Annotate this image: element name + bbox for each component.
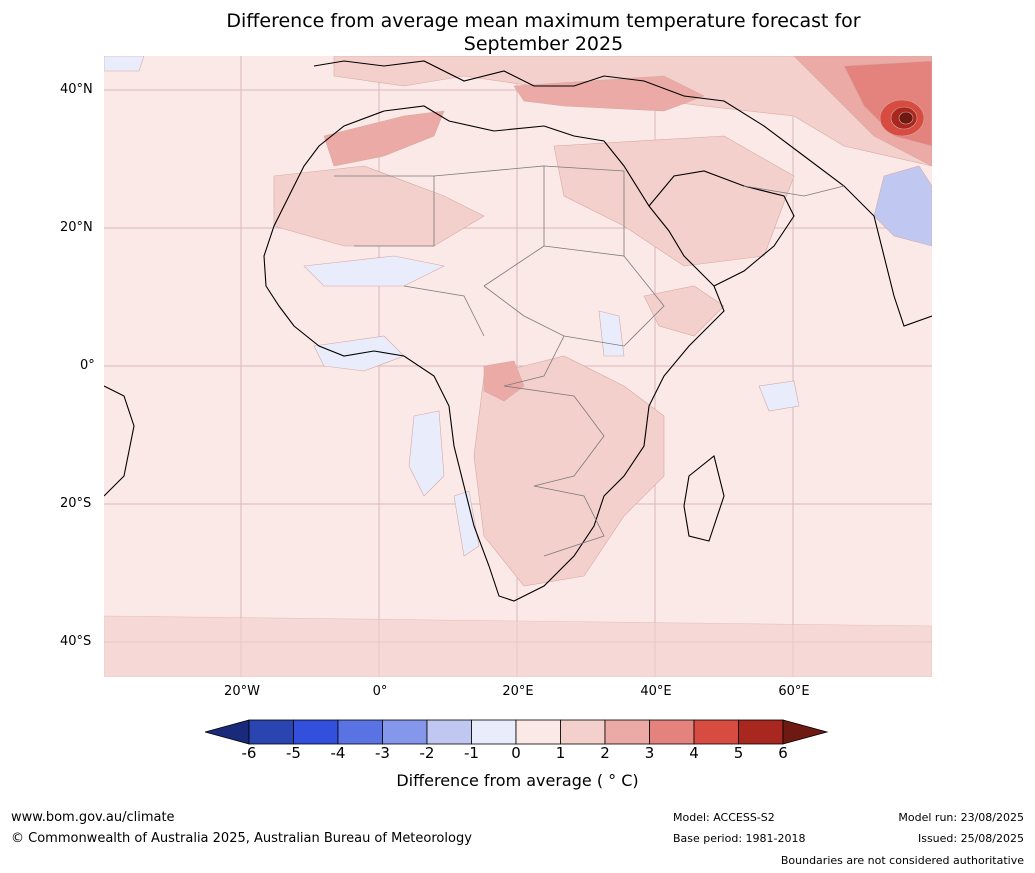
colorbar-tick-label: 5 <box>733 744 744 762</box>
colorbar-segment <box>248 719 294 745</box>
africa-coastline <box>263 105 725 602</box>
arabia-coastline <box>648 170 795 287</box>
footer-model: Model: ACCESS-S2 <box>673 811 775 824</box>
colorbar-segment <box>693 719 739 745</box>
border-5 <box>483 285 565 387</box>
border-2 <box>433 165 545 287</box>
cool-patch-lake-region <box>598 310 625 357</box>
footer-disclaimer: Boundaries are not considered authoritat… <box>780 854 1024 867</box>
warm-patch-turkey <box>513 75 705 112</box>
footer-copyright: © Commonwealth of Australia 2025, Austra… <box>11 831 472 846</box>
lon-label-60e: 60°E <box>778 684 810 699</box>
map-title: Difference from average mean maximum tem… <box>0 10 1035 56</box>
colorbar-tick-label: -4 <box>330 744 346 762</box>
colorbar-tick-label: 2 <box>600 744 610 762</box>
colorbar-tick-label: 6 <box>778 744 788 762</box>
title-line-1: Difference from average mean maximum tem… <box>226 10 861 32</box>
warm-patch-maghreb <box>323 110 445 167</box>
lon-label-20e: 20°E <box>502 684 534 699</box>
footer-base-period: Base period: 1981-2018 <box>673 832 806 845</box>
border-1 <box>334 175 435 247</box>
colorbar-tick-label: 1 <box>555 744 566 762</box>
lat-label-40n: 40°N <box>60 82 93 97</box>
colorbar-segment <box>337 719 383 745</box>
border-3 <box>543 165 625 257</box>
border-6 <box>503 385 605 487</box>
lon-label-0: 0° <box>372 684 388 699</box>
gridlines <box>104 56 932 677</box>
cool-patch-sahel <box>303 255 445 287</box>
south-america-coastline <box>104 385 135 497</box>
cool-patch-south-atlantic <box>408 410 445 497</box>
colorbar-tick-label: -5 <box>286 744 301 762</box>
border-8 <box>403 285 485 337</box>
forecast-map <box>104 56 932 677</box>
footer-model-run: Model run: 23/08/2025 <box>898 811 1024 824</box>
warm-patch-east-africa <box>643 285 725 337</box>
cool-patch-bay-of-bengal <box>873 165 932 247</box>
warm-patch-arabia <box>553 135 795 267</box>
colorbar-label: Difference from average ( ° C) <box>396 771 639 790</box>
colorbar-tick-label: 4 <box>689 744 699 762</box>
colorbar-segment <box>382 719 428 745</box>
warm-patch-sahara <box>273 165 485 247</box>
footer-website: www.bom.gov.au/climate <box>11 810 175 825</box>
lon-label-40e: 40°E <box>640 684 672 699</box>
border-4 <box>563 255 665 347</box>
colorbar-segment <box>560 719 606 745</box>
colorbar-segment <box>649 719 695 745</box>
madagascar-coastline <box>683 455 725 542</box>
colorbar-tick-label: -1 <box>464 744 479 762</box>
colorbar-tick-label: -3 <box>375 744 390 762</box>
colorbar-extend-high <box>782 719 829 745</box>
lat-label-20n: 20°N <box>60 220 93 235</box>
footer-issued: Issued: 25/08/2025 <box>917 832 1024 845</box>
colorbar-tick-label: 0 <box>511 744 521 762</box>
colorbar-segment <box>426 719 472 745</box>
anomaly-contours <box>104 56 932 677</box>
colorbar-segment <box>471 719 517 745</box>
lon-label-20w: 20°W <box>224 684 260 699</box>
map-canvas <box>104 56 932 677</box>
lat-label-0: 0° <box>80 358 95 373</box>
colorbar-segment <box>515 719 561 745</box>
border-9 <box>743 185 845 197</box>
colorbar-segment <box>293 719 339 745</box>
title-line-2: September 2025 <box>463 33 624 55</box>
hot-core-inner <box>898 111 914 125</box>
warm-patch-southern-africa <box>473 355 665 587</box>
colorbar-tick-label: -2 <box>419 744 435 762</box>
country-borders <box>334 165 845 557</box>
colorbar-tick-label: -6 <box>241 744 257 762</box>
lat-label-20s: 20°S <box>60 496 92 511</box>
colorbar-tick-label: 3 <box>644 744 655 762</box>
eurasia-coastline <box>313 60 932 327</box>
border-7 <box>533 485 605 557</box>
lat-label-40s: 40°S <box>60 634 92 649</box>
colorbar-extend-low <box>205 719 250 745</box>
cool-patch-indian-ocean <box>758 380 800 412</box>
coastlines <box>104 60 932 602</box>
colorbar-segment <box>604 719 650 745</box>
warm-band-south <box>104 615 932 677</box>
colorbar-segment <box>738 719 784 745</box>
cool-patch-north-atlantic <box>104 56 145 72</box>
warm-patch-congo <box>483 360 525 402</box>
cool-patch-namibia-coast <box>453 490 480 557</box>
colorbar <box>205 719 829 745</box>
